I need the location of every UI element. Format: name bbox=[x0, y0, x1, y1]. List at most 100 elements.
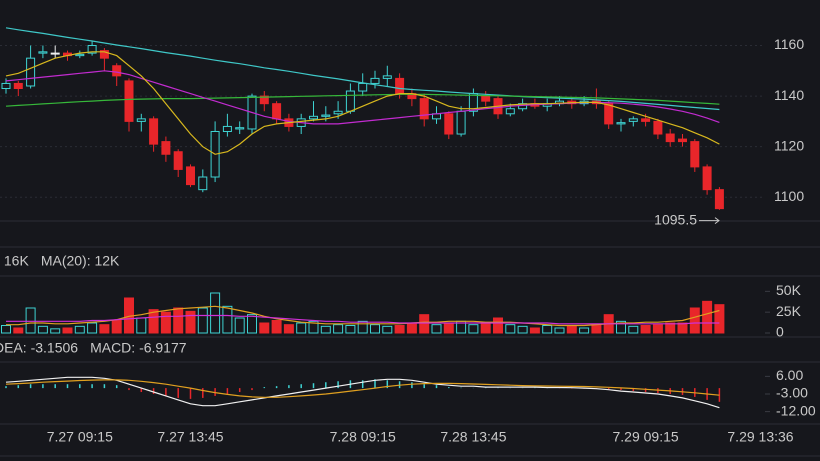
last-price-arrowhead bbox=[714, 217, 720, 225]
candle-body bbox=[161, 141, 171, 155]
volume-bar bbox=[517, 325, 528, 334]
volume-bar bbox=[87, 322, 98, 334]
volume-bar bbox=[1, 325, 11, 334]
candle-body bbox=[702, 166, 712, 191]
volume-bar bbox=[443, 322, 454, 334]
candle-body bbox=[13, 82, 23, 90]
volume-bar bbox=[345, 325, 356, 334]
candle-body bbox=[99, 50, 109, 59]
volume-bar bbox=[308, 320, 319, 334]
ma-line bbox=[5, 51, 720, 155]
y-tick-label: 1160 bbox=[774, 36, 804, 52]
candle-body bbox=[505, 108, 515, 115]
candle-body bbox=[75, 53, 85, 57]
volume-bar bbox=[566, 325, 577, 334]
volume-bar bbox=[333, 324, 344, 334]
volume-bar bbox=[247, 314, 257, 334]
y-tick-label: 25K bbox=[776, 303, 802, 319]
x-tick-label: 7.27 09:15 bbox=[47, 429, 113, 445]
candle-body bbox=[444, 113, 454, 135]
candle-body bbox=[616, 122, 626, 125]
volume-bar bbox=[493, 317, 503, 334]
y-tick-label: -12.00 bbox=[776, 402, 816, 418]
candle-body bbox=[382, 75, 392, 79]
legend-label: DEA: -3.1506 bbox=[0, 340, 78, 356]
volume-bar bbox=[628, 325, 639, 334]
candle-body bbox=[653, 120, 663, 135]
volume-bar bbox=[640, 325, 651, 334]
volume-bar bbox=[74, 325, 85, 334]
volume-bar bbox=[702, 300, 713, 334]
volume-bar bbox=[320, 325, 331, 334]
volume-bar bbox=[394, 325, 405, 334]
last-price-label: 1095.5 bbox=[654, 211, 697, 227]
candle-body bbox=[395, 77, 405, 95]
volume-bar bbox=[505, 324, 516, 334]
x-tick-label: 7.28 09:15 bbox=[330, 429, 396, 445]
volume-bar bbox=[554, 327, 565, 334]
candle-body bbox=[321, 114, 331, 117]
volume-bar bbox=[714, 304, 725, 334]
volume-bar bbox=[616, 320, 626, 334]
volume-bar bbox=[542, 325, 553, 334]
y-tick-label: 1140 bbox=[774, 87, 804, 103]
candle-body bbox=[38, 51, 48, 54]
candle-body bbox=[309, 115, 318, 120]
candle-body bbox=[641, 118, 651, 122]
volume-bar bbox=[357, 320, 368, 334]
volume-bar bbox=[480, 322, 491, 334]
legend-label: MA(20): 12K bbox=[41, 253, 120, 269]
volume-bar bbox=[431, 324, 442, 334]
volume-bar bbox=[37, 325, 48, 334]
candle-body bbox=[333, 110, 343, 115]
candle-body bbox=[124, 80, 134, 122]
volume-bar bbox=[652, 324, 663, 334]
volume-bar bbox=[689, 307, 700, 334]
y-tick-label: -3.00 bbox=[776, 385, 808, 401]
y-tick-label: 1120 bbox=[774, 137, 804, 153]
candle-body bbox=[50, 52, 60, 55]
volume-bar bbox=[25, 307, 36, 334]
volume-bar bbox=[148, 309, 159, 334]
legend-label: MA(5): 16K bbox=[0, 253, 29, 269]
candle-body bbox=[714, 189, 724, 210]
candle-body bbox=[345, 90, 355, 112]
candle-body bbox=[604, 103, 614, 125]
x-tick-label: 7.29 09:15 bbox=[613, 429, 679, 445]
candle-body bbox=[419, 98, 429, 120]
y-tick-label: 50K bbox=[776, 282, 802, 298]
x-tick-label: 7.28 13:45 bbox=[440, 429, 506, 445]
volume-bar bbox=[579, 327, 590, 334]
volume-bar bbox=[406, 322, 417, 334]
candle-body bbox=[112, 65, 122, 77]
volume-bar bbox=[222, 305, 233, 334]
ma-line bbox=[5, 376, 720, 409]
volume-bar bbox=[13, 327, 24, 334]
volume-bar bbox=[160, 311, 171, 334]
volume-bar bbox=[111, 320, 122, 334]
legend-label: MACD: -6.9177 bbox=[90, 340, 187, 356]
volume-bar bbox=[259, 322, 270, 334]
volume-bar bbox=[185, 310, 196, 334]
candle-body bbox=[358, 82, 368, 92]
volume-bar bbox=[50, 328, 61, 334]
candle-body bbox=[173, 151, 183, 170]
y-tick-label: 0 bbox=[776, 324, 784, 340]
volume-bar bbox=[677, 322, 688, 334]
volume-bar bbox=[173, 307, 184, 334]
volume-bar bbox=[296, 322, 307, 334]
candle-body bbox=[198, 176, 208, 191]
volume-bar bbox=[665, 322, 676, 334]
ma-line bbox=[5, 27, 720, 111]
volume-bar bbox=[197, 307, 208, 334]
candle-body bbox=[690, 141, 700, 168]
volume-bar bbox=[210, 292, 221, 334]
volume-bar bbox=[283, 324, 294, 334]
y-tick-label: 6.00 bbox=[776, 367, 803, 383]
volume-bar bbox=[271, 320, 282, 334]
candle-body bbox=[235, 127, 245, 130]
candle-body bbox=[26, 57, 36, 87]
ma-line bbox=[5, 93, 720, 107]
